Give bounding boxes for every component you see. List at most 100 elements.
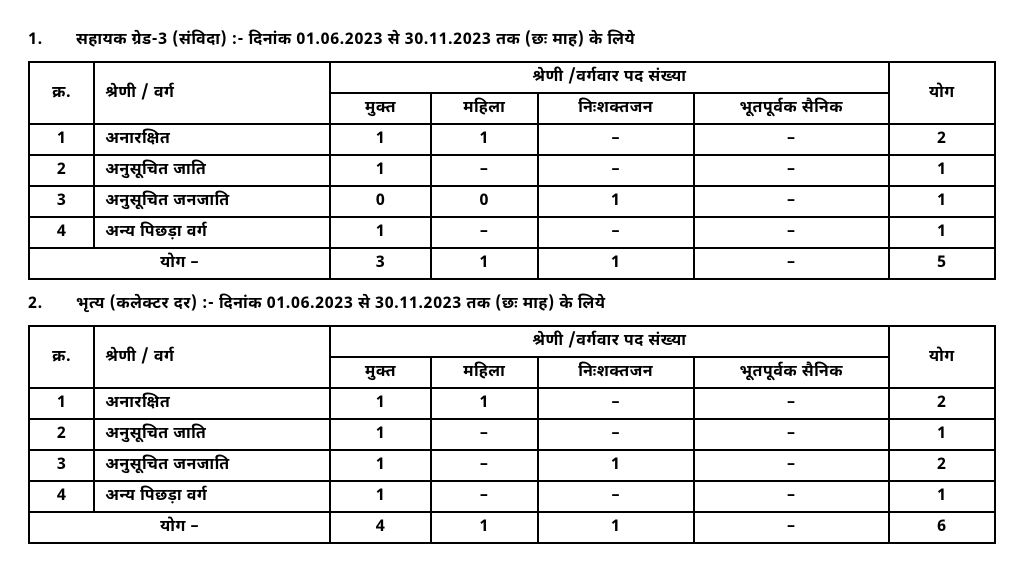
th-col-2: निःशक्तजन <box>538 93 694 124</box>
cell-v: – <box>431 217 538 248</box>
cell-v: 0 <box>431 186 538 217</box>
cell-tot: 1 <box>889 155 995 186</box>
cell-v: 1 <box>330 155 431 186</box>
section-2-title: भृत्य (कलेक्टर दर) :- दिनांक 01.06.2023 … <box>76 294 605 315</box>
th-sr: क्र. <box>29 326 94 388</box>
cell-cat: अनुसूचित जाति <box>94 155 330 186</box>
section-2-heading: 2. भृत्य (कलेक्टर दर) :- दिनांक 01.06.20… <box>28 294 996 315</box>
table-row: 3 अनुसूचित जनजाति 0 0 1 – 1 <box>29 186 995 217</box>
th-col-0: मुक्त <box>330 357 431 388</box>
footer-v: 1 <box>538 248 694 279</box>
table-row: 2 अनुसूचित जाति 1 – – – 1 <box>29 155 995 186</box>
cell-v: – <box>694 388 889 419</box>
cell-v: 0 <box>330 186 431 217</box>
cell-v: – <box>431 419 538 450</box>
table-row: 2 अनुसूचित जाति 1 – – – 1 <box>29 419 995 450</box>
table-row: 4 अन्य पिछड़ा वर्ग 1 – – – 1 <box>29 217 995 248</box>
cell-tot: 2 <box>889 124 995 155</box>
table-row: 3 अनुसूचित जनजाति 1 – 1 – 2 <box>29 450 995 481</box>
cell-sr: 4 <box>29 481 94 512</box>
cell-v: – <box>538 155 694 186</box>
cell-v: 1 <box>330 388 431 419</box>
cell-v: – <box>431 450 538 481</box>
cell-v: – <box>431 481 538 512</box>
th-col-3: भूतपूर्वक सैनिक <box>694 93 889 124</box>
cell-sr: 3 <box>29 186 94 217</box>
footer-tot: 6 <box>889 512 995 543</box>
footer-v: 4 <box>330 512 431 543</box>
cell-v: – <box>538 217 694 248</box>
footer-v: 1 <box>431 512 538 543</box>
th-col-2: निःशक्तजन <box>538 357 694 388</box>
cell-cat: अन्य पिछड़ा वर्ग <box>94 217 330 248</box>
cell-v: – <box>538 388 694 419</box>
cell-tot: 1 <box>889 186 995 217</box>
footer-v: 1 <box>538 512 694 543</box>
footer-v: 3 <box>330 248 431 279</box>
cell-sr: 4 <box>29 217 94 248</box>
cell-v: 1 <box>538 186 694 217</box>
table-footer-row: योग – 3 1 1 – 5 <box>29 248 995 279</box>
cell-tot: 1 <box>889 419 995 450</box>
footer-v: 1 <box>431 248 538 279</box>
th-category: श्रेणी / वर्ग <box>94 326 330 388</box>
cell-v: – <box>538 124 694 155</box>
table-footer-row: योग – 4 1 1 – 6 <box>29 512 995 543</box>
cell-cat: अनुसूचित जाति <box>94 419 330 450</box>
cell-tot: 1 <box>889 481 995 512</box>
cell-v: 1 <box>330 217 431 248</box>
th-col-3: भूतपूर्वक सैनिक <box>694 357 889 388</box>
table-2: क्र. श्रेणी / वर्ग श्रेणी /वर्गवार पद सं… <box>28 325 996 544</box>
cell-cat: अनारक्षित <box>94 124 330 155</box>
cell-v: – <box>694 419 889 450</box>
footer-v: – <box>694 248 889 279</box>
th-category: श्रेणी / वर्ग <box>94 62 330 124</box>
section-1-title: सहायक ग्रेड-3 (संविदा) :- दिनांक 01.06.2… <box>76 30 635 51</box>
th-total: योग <box>889 62 995 124</box>
th-col-1: महिला <box>431 357 538 388</box>
footer-label: योग – <box>29 512 330 543</box>
cell-v: 1 <box>431 124 538 155</box>
cell-tot: 2 <box>889 388 995 419</box>
cell-v: – <box>431 155 538 186</box>
th-group: श्रेणी /वर्गवार पद संख्या <box>330 62 888 93</box>
cell-v: 1 <box>538 450 694 481</box>
cell-v: – <box>694 124 889 155</box>
cell-cat: अनारक्षित <box>94 388 330 419</box>
table-row: 1 अनारक्षित 1 1 – – 2 <box>29 124 995 155</box>
cell-v: 1 <box>330 124 431 155</box>
th-col-1: महिला <box>431 93 538 124</box>
cell-v: 1 <box>330 481 431 512</box>
footer-label: योग – <box>29 248 330 279</box>
cell-v: – <box>538 419 694 450</box>
cell-tot: 2 <box>889 450 995 481</box>
cell-sr: 1 <box>29 388 94 419</box>
th-sr: क्र. <box>29 62 94 124</box>
cell-cat: अनुसूचित जनजाति <box>94 186 330 217</box>
section-2-number: 2. <box>28 294 52 315</box>
cell-v: 1 <box>330 419 431 450</box>
cell-v: – <box>694 450 889 481</box>
cell-cat: अन्य पिछड़ा वर्ग <box>94 481 330 512</box>
cell-sr: 2 <box>29 155 94 186</box>
cell-v: 1 <box>431 388 538 419</box>
cell-v: – <box>694 217 889 248</box>
cell-v: – <box>694 155 889 186</box>
cell-sr: 2 <box>29 419 94 450</box>
cell-v: – <box>694 481 889 512</box>
th-group: श्रेणी /वर्गवार पद संख्या <box>330 326 888 357</box>
section-1-number: 1. <box>28 30 52 51</box>
cell-cat: अनुसूचित जनजाति <box>94 450 330 481</box>
section-1-heading: 1. सहायक ग्रेड-3 (संविदा) :- दिनांक 01.0… <box>28 30 996 51</box>
cell-v: – <box>694 186 889 217</box>
th-total: योग <box>889 326 995 388</box>
table-row: 4 अन्य पिछड़ा वर्ग 1 – – – 1 <box>29 481 995 512</box>
footer-tot: 5 <box>889 248 995 279</box>
th-col-0: मुक्त <box>330 93 431 124</box>
cell-tot: 1 <box>889 217 995 248</box>
table-1: क्र. श्रेणी / वर्ग श्रेणी /वर्गवार पद सं… <box>28 61 996 280</box>
cell-v: – <box>538 481 694 512</box>
footer-v: – <box>694 512 889 543</box>
cell-sr: 3 <box>29 450 94 481</box>
cell-sr: 1 <box>29 124 94 155</box>
